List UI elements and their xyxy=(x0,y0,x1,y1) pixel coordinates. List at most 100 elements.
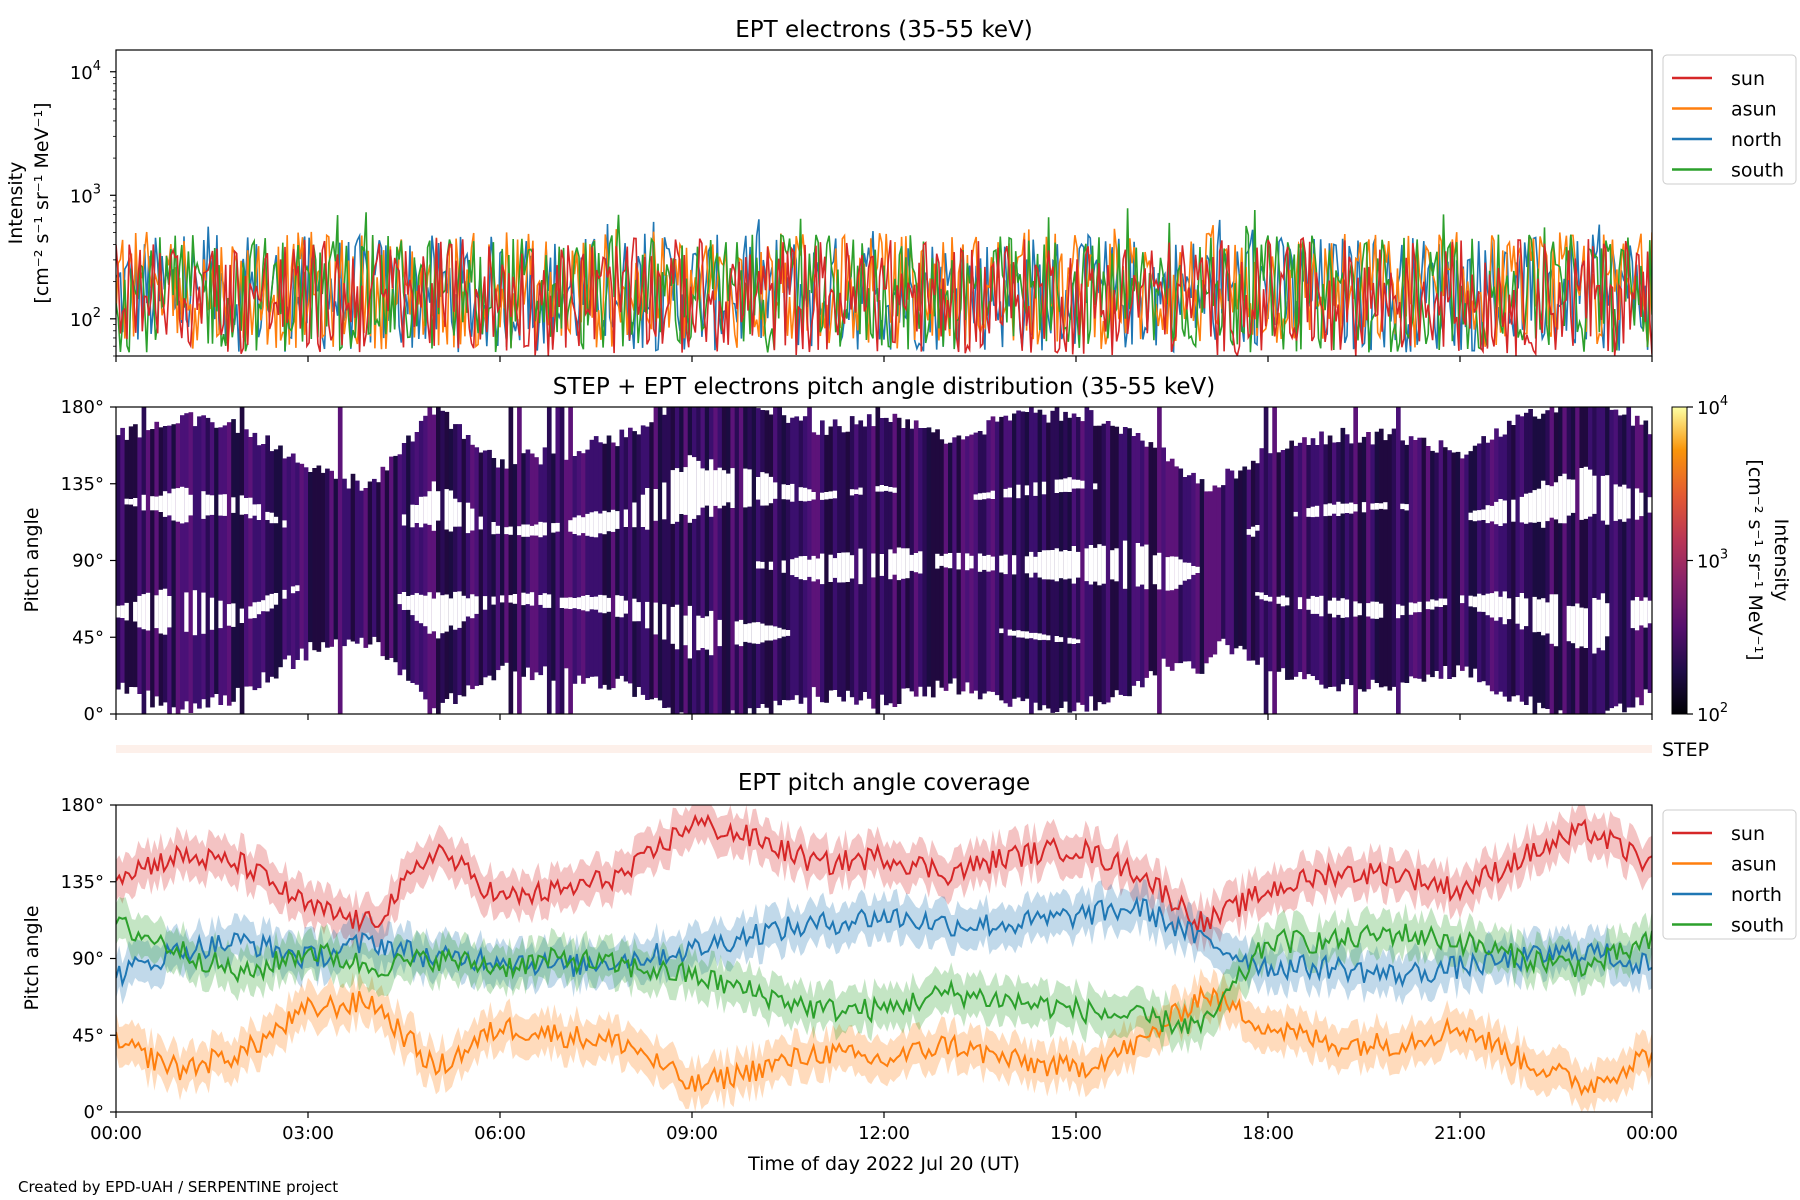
pad-empty-cell xyxy=(1332,597,1337,618)
pad-cell xyxy=(278,445,283,668)
pad-empty-cell xyxy=(990,556,996,571)
pad-empty-cell xyxy=(500,595,505,603)
pad-empty-cell xyxy=(1549,486,1555,518)
pad-empty-cell xyxy=(1058,637,1064,642)
pad-empty-cell xyxy=(1434,600,1440,607)
coverage-line-north xyxy=(116,895,1652,989)
intensity-series-group xyxy=(116,208,1652,356)
pad-empty-cell xyxy=(521,592,526,606)
pad-empty-cell xyxy=(1541,480,1546,528)
coverage-band-south xyxy=(116,897,1652,1055)
pad-cell xyxy=(393,455,398,663)
pad-empty-cell xyxy=(538,595,544,605)
pad-cell xyxy=(1434,452,1440,671)
pad-cell xyxy=(1007,420,1013,707)
pad-empty-cell xyxy=(167,596,172,628)
pad-empty-cell xyxy=(1553,482,1559,520)
pad-empty-cell xyxy=(1016,484,1021,499)
pad-empty-cell xyxy=(892,487,898,493)
pad-empty-cell xyxy=(815,558,821,580)
pad-empty-cell xyxy=(124,602,130,621)
pad-empty-cell xyxy=(444,489,450,530)
pad-cell xyxy=(367,481,373,645)
pad-cell xyxy=(235,432,241,688)
pad-empty-cell xyxy=(1639,600,1644,626)
pad-empty-cell xyxy=(721,470,727,506)
colorbar xyxy=(1672,407,1687,714)
pad-empty-cell xyxy=(764,625,770,641)
pad-empty-cell xyxy=(653,602,659,635)
pad-cell xyxy=(559,407,565,714)
pad-cell xyxy=(572,456,578,684)
pad-empty-cell xyxy=(1481,595,1486,612)
pad-cell xyxy=(465,435,471,686)
pad-empty-cell xyxy=(845,552,851,582)
pad-empty-cell xyxy=(602,595,608,614)
pad-empty-cell xyxy=(935,553,940,569)
pad-empty-cell xyxy=(423,595,428,627)
pad-cell xyxy=(1263,407,1269,714)
pad-empty-cell xyxy=(1400,605,1405,616)
x-tick-label: 06:00 xyxy=(474,1123,526,1144)
pad-empty-cell xyxy=(175,488,181,522)
pad-cell xyxy=(1489,439,1495,692)
pad-empty-cell xyxy=(1174,556,1179,589)
pad-empty-cell xyxy=(696,615,701,651)
x-tick-label: 03:00 xyxy=(282,1123,334,1144)
pad-cell xyxy=(504,468,509,663)
pad-cell xyxy=(1609,409,1614,709)
pad-empty-cell xyxy=(820,553,825,585)
pad-empty-cell xyxy=(555,522,561,532)
pad-cell xyxy=(158,427,164,706)
pad-empty-cell xyxy=(785,485,791,500)
pad-empty-cell xyxy=(820,492,825,500)
pad-empty-cell xyxy=(623,509,629,527)
pad-empty-cell xyxy=(1562,473,1568,524)
pad-empty-cell xyxy=(423,496,428,524)
pad-empty-cell xyxy=(1647,497,1652,513)
pad-cell xyxy=(1208,491,1213,658)
coverage-band-sun xyxy=(116,805,1652,953)
pad-cell xyxy=(1272,407,1277,714)
pad-empty-cell xyxy=(781,484,787,500)
pad-cell xyxy=(167,425,172,714)
pad-empty-cell xyxy=(1076,479,1081,489)
pad-cell xyxy=(640,425,646,695)
pad-empty-cell xyxy=(1063,550,1068,580)
pad-empty-cell xyxy=(1477,510,1482,521)
pad-empty-cell xyxy=(1370,601,1376,619)
pad-empty-cell xyxy=(674,604,680,650)
pad-empty-cell xyxy=(807,489,812,501)
pad-cell xyxy=(1643,420,1649,690)
pad-empty-cell xyxy=(1570,606,1576,644)
pad-empty-cell xyxy=(1280,595,1286,607)
pad-empty-cell xyxy=(888,487,893,492)
pad-empty-cell xyxy=(973,494,979,500)
pad-cell xyxy=(1204,491,1209,664)
pad-cell xyxy=(1353,407,1358,714)
pad-cell xyxy=(824,434,829,703)
pad-empty-cell xyxy=(709,459,714,517)
pad-empty-cell xyxy=(1071,546,1077,584)
pad-cell xyxy=(342,478,347,647)
pad-cell xyxy=(781,415,787,700)
pad-cell xyxy=(1327,435,1333,687)
pad-empty-cell xyxy=(1605,603,1610,637)
pad-empty-cell xyxy=(256,601,262,615)
pad-empty-cell xyxy=(700,617,706,648)
legend-label-south: south xyxy=(1731,160,1784,182)
pad-cell xyxy=(1161,447,1166,659)
pad-cell xyxy=(1596,407,1602,714)
pad-cell xyxy=(1259,448,1265,658)
pad-empty-cell xyxy=(794,557,800,577)
pad-empty-cell xyxy=(1472,510,1478,522)
pad-cell xyxy=(1323,444,1329,689)
pad-cell xyxy=(222,425,228,696)
pad-empty-cell xyxy=(1566,479,1572,516)
pad-empty-cell xyxy=(1306,598,1312,610)
pad-empty-cell xyxy=(879,554,885,576)
pad-empty-cell xyxy=(1583,608,1589,648)
pad-empty-cell xyxy=(1396,604,1401,619)
x-tick-label: 12:00 xyxy=(858,1123,910,1144)
pad-empty-cell xyxy=(1007,629,1013,636)
